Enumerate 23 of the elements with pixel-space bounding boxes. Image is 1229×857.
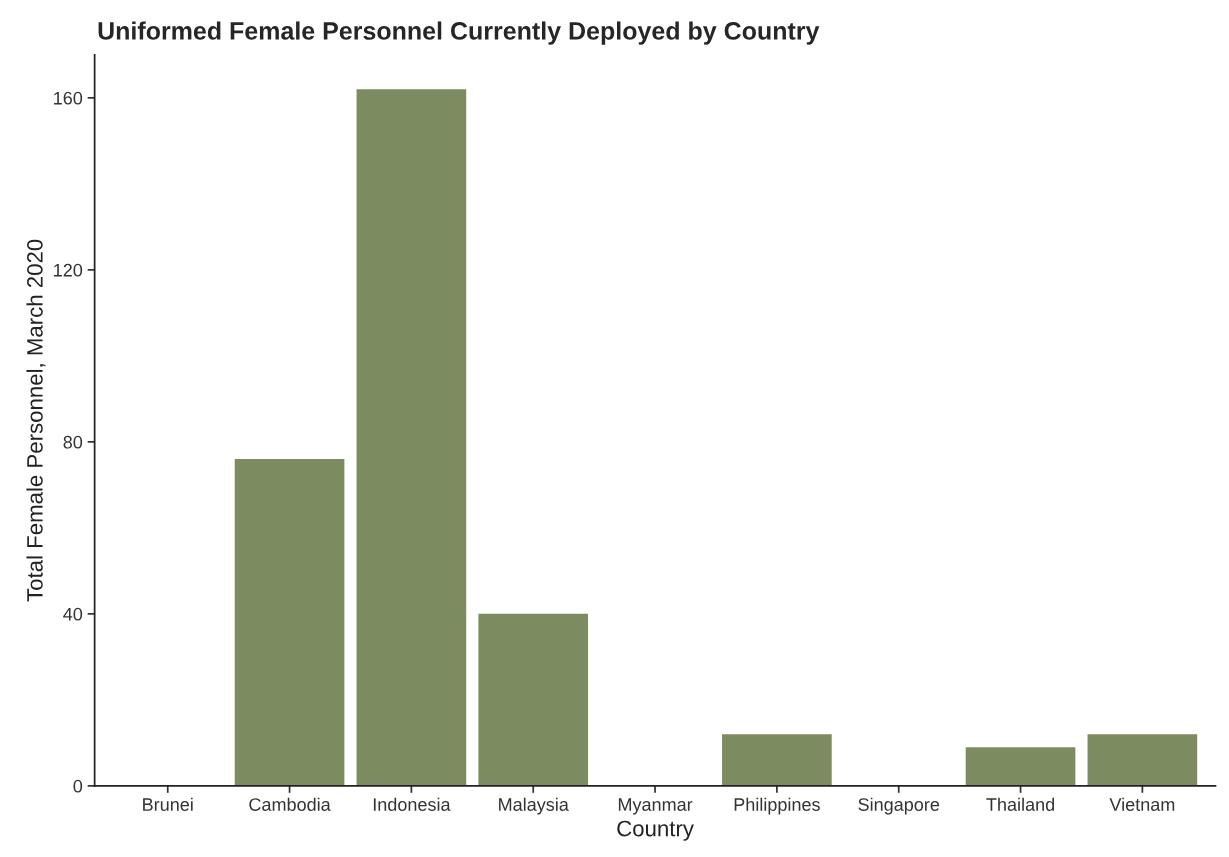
x-tick-label: Thailand <box>986 797 1055 811</box>
chart-title: Uniformed Female Personnel Currently Deployed by Country <box>98 21 820 45</box>
bar <box>356 89 467 786</box>
bar <box>722 734 832 786</box>
bar <box>1087 734 1198 786</box>
bar <box>478 613 589 786</box>
bar <box>965 747 1076 786</box>
x-tick-label: Malaysia <box>499 797 569 815</box>
x-tick-label: Brunei <box>143 797 193 811</box>
y-tick-label: 40 <box>63 607 83 621</box>
x-tick-label: Myanmar <box>618 798 693 815</box>
y-axis-title: Total Female Personnel, March 2020 <box>26 239 46 602</box>
x-tick-label: Cambodia <box>249 797 331 811</box>
bar <box>234 459 345 786</box>
x-tick-label: Philippines <box>734 797 820 815</box>
y-tick-label: 160 <box>54 91 83 105</box>
x-tick-label: Vietnam <box>1109 797 1175 811</box>
x-axis-title: Country <box>617 820 694 841</box>
y-tick-label: 0 <box>73 779 83 793</box>
y-tick-label: 120 <box>54 263 83 277</box>
y-tick-label: 80 <box>63 435 83 449</box>
x-tick-label: Singapore <box>858 797 940 815</box>
x-tick-label: Indonesia <box>373 797 451 811</box>
